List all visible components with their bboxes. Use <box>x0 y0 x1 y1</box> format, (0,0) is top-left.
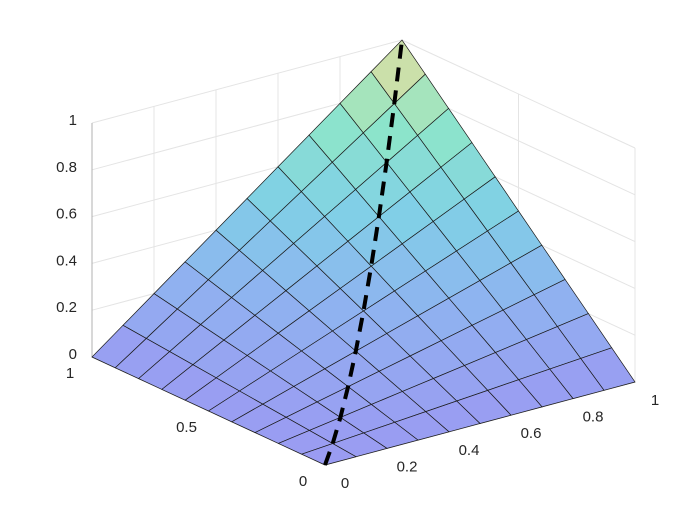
z-tick-label: 0 <box>69 346 77 363</box>
x-tick-label: 0.6 <box>521 425 542 442</box>
z-tick-label: 0.8 <box>56 159 77 176</box>
y-tick-label: 0.5 <box>176 419 197 436</box>
x-tick-label: 0.2 <box>397 458 418 475</box>
x-tick-label: 0.8 <box>583 409 604 426</box>
z-tick-label: 0.4 <box>56 252 77 269</box>
z-tick-label: 0.6 <box>56 206 77 223</box>
y-tick-label: 1 <box>66 365 74 382</box>
surface <box>91 39 636 466</box>
y-tick-label: 0 <box>299 473 307 490</box>
z-tick-label: 1 <box>69 112 77 129</box>
dashed-line <box>323 39 404 466</box>
grid-line <box>401 39 636 149</box>
grid-line <box>91 39 403 124</box>
x-tick-label: 0 <box>341 475 349 492</box>
z-tick-label: 0.2 <box>56 299 77 316</box>
x-tick-label: 1 <box>651 392 659 409</box>
x-tick-label: 0.4 <box>459 442 480 459</box>
